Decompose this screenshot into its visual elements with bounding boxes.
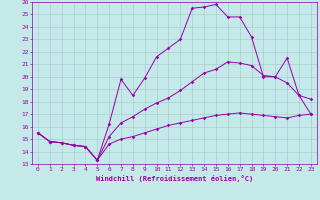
X-axis label: Windchill (Refroidissement éolien,°C): Windchill (Refroidissement éolien,°C) [96, 175, 253, 182]
